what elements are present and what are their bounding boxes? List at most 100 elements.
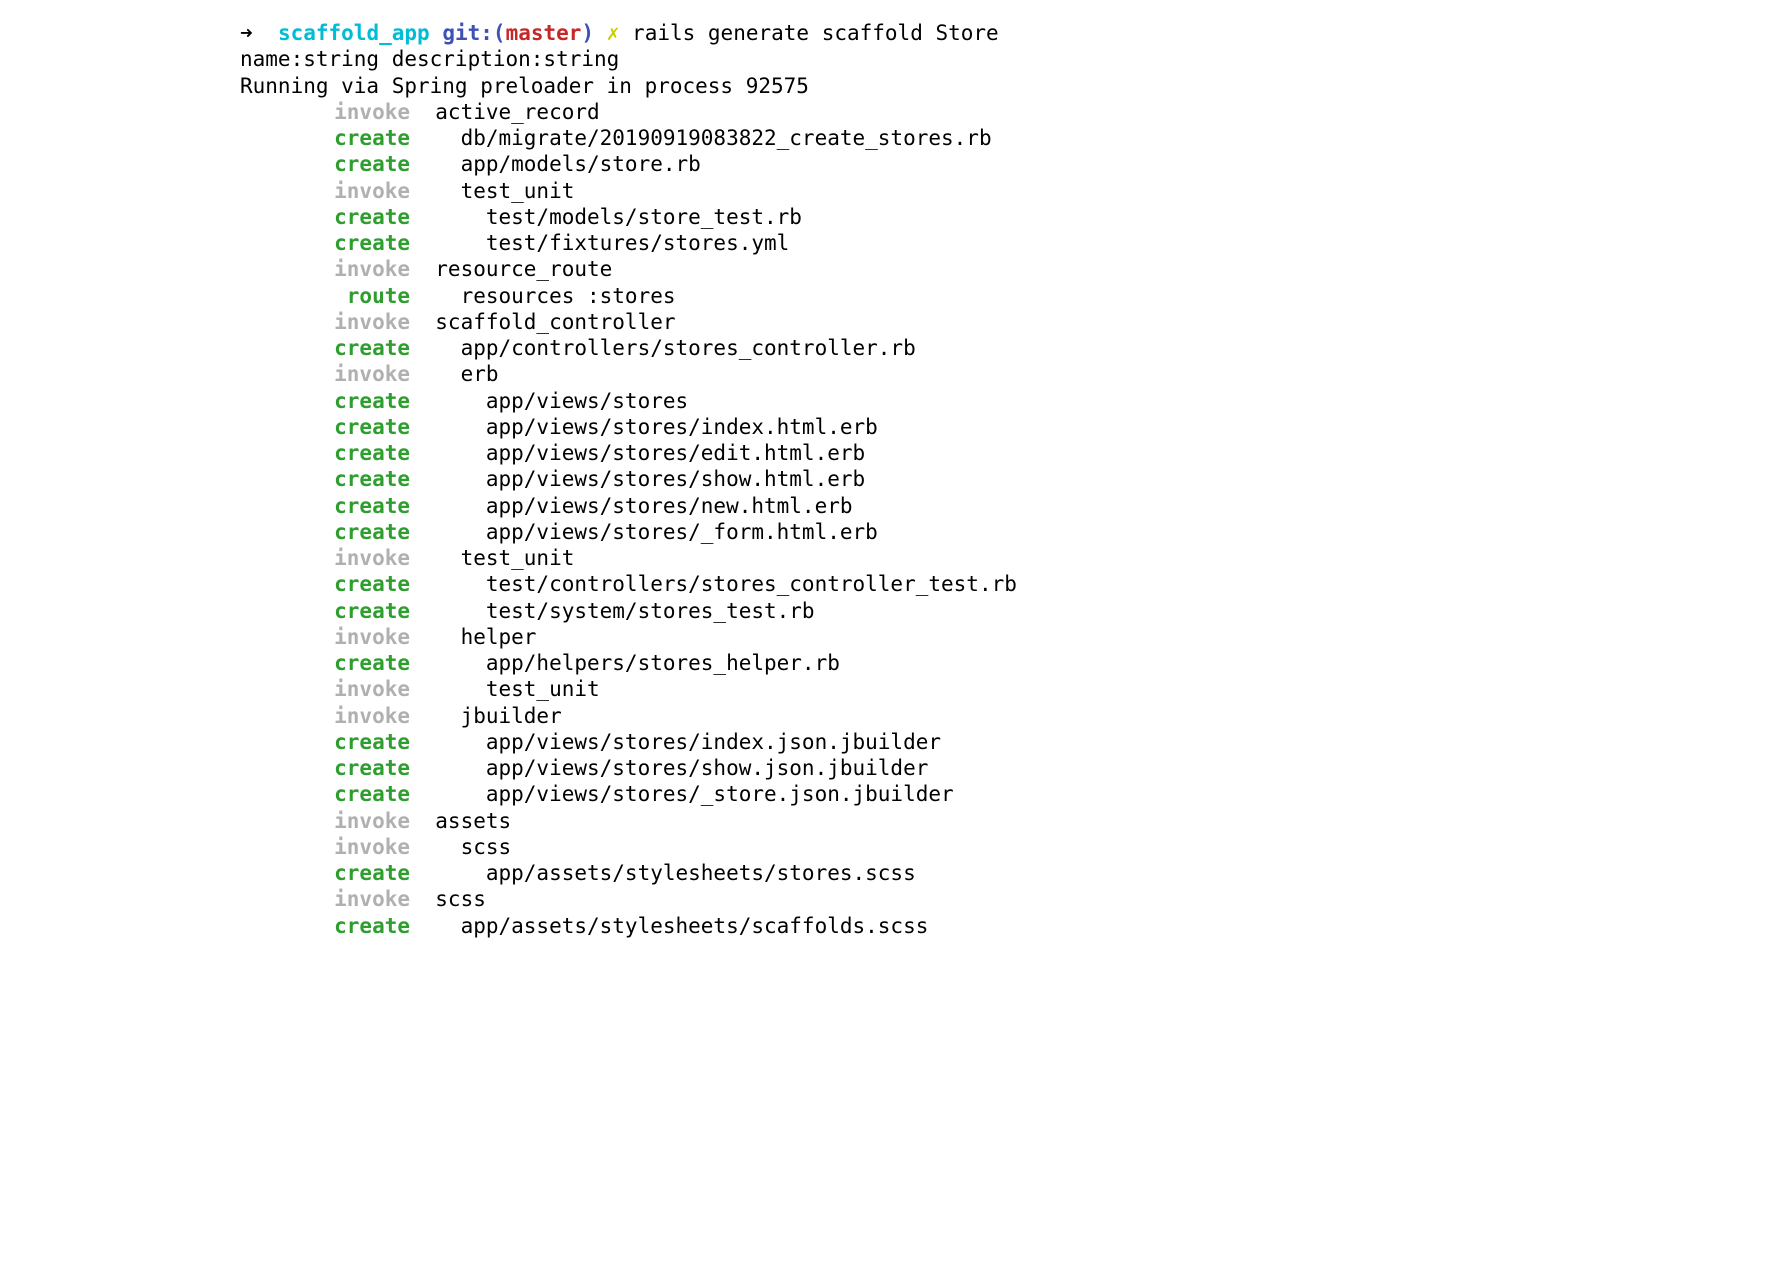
output-path: erb <box>410 362 499 386</box>
output-path: app/views/stores/show.json.jbuilder <box>410 756 928 780</box>
invoke-action: invoke <box>240 361 410 387</box>
output-line: create app/views/stores/index.html.erb <box>240 414 1786 440</box>
output-path: app/views/stores <box>410 389 688 413</box>
running-line: Running via Spring preloader in process … <box>240 73 1786 99</box>
output-line: create app/assets/stylesheets/stores.scs… <box>240 860 1786 886</box>
output-path: test/controllers/stores_controller_test.… <box>410 572 1017 596</box>
create-action: create <box>240 493 410 519</box>
command-continuation: name:string description:string <box>240 46 1786 72</box>
create-action: create <box>240 598 410 624</box>
git-branch: master <box>506 21 582 45</box>
output-line: create app/views/stores/new.html.erb <box>240 493 1786 519</box>
output-path: resource_route <box>410 257 612 281</box>
route-action: route <box>240 283 410 309</box>
app-name: scaffold_app <box>278 21 430 45</box>
output-path: app/views/stores/index.html.erb <box>410 415 878 439</box>
output-path: app/assets/stylesheets/scaffolds.scss <box>410 914 928 938</box>
output-line: invoke helper <box>240 624 1786 650</box>
create-action: create <box>240 781 410 807</box>
invoke-action: invoke <box>240 178 410 204</box>
create-action: create <box>240 440 410 466</box>
output-line: create db/migrate/20190919083822_create_… <box>240 125 1786 151</box>
terminal-output: ➜ scaffold_app git:(master) ✗ rails gene… <box>240 20 1786 939</box>
output-line: invoke active_record <box>240 99 1786 125</box>
output-path: app/assets/stylesheets/stores.scss <box>410 861 916 885</box>
output-line: create app/views/stores/show.json.jbuild… <box>240 755 1786 781</box>
prompt-arrow: ➜ <box>240 21 253 45</box>
generator-output: invoke active_recordcreate db/migrate/20… <box>240 99 1786 939</box>
create-action: create <box>240 571 410 597</box>
output-path: db/migrate/20190919083822_create_stores.… <box>410 126 992 150</box>
output-path: scaffold_controller <box>410 310 676 334</box>
create-action: create <box>240 755 410 781</box>
command-text: rails generate scaffold Store <box>632 21 999 45</box>
output-path: app/views/stores/_store.json.jbuilder <box>410 782 954 806</box>
invoke-action: invoke <box>240 256 410 282</box>
paren-close: ) <box>581 21 594 45</box>
output-line: create app/helpers/stores_helper.rb <box>240 650 1786 676</box>
output-path: test/fixtures/stores.yml <box>410 231 789 255</box>
invoke-action: invoke <box>240 834 410 860</box>
invoke-action: invoke <box>240 808 410 834</box>
output-line: create app/models/store.rb <box>240 151 1786 177</box>
output-path: scss <box>410 887 486 911</box>
output-path: app/views/stores/index.json.jbuilder <box>410 730 941 754</box>
prompt-line: ➜ scaffold_app git:(master) ✗ rails gene… <box>240 20 1786 46</box>
output-line: create app/views/stores/edit.html.erb <box>240 440 1786 466</box>
create-action: create <box>240 151 410 177</box>
output-path: assets <box>410 809 511 833</box>
output-path: app/views/stores/edit.html.erb <box>410 441 865 465</box>
output-line: create app/assets/stylesheets/scaffolds.… <box>240 913 1786 939</box>
output-line: create test/controllers/stores_controlle… <box>240 571 1786 597</box>
output-path: resources :stores <box>410 284 676 308</box>
git-label: git: <box>442 21 493 45</box>
output-path: test_unit <box>410 179 574 203</box>
invoke-action: invoke <box>240 99 410 125</box>
output-line: create app/views/stores/_form.html.erb <box>240 519 1786 545</box>
create-action: create <box>240 650 410 676</box>
output-line: create app/views/stores <box>240 388 1786 414</box>
invoke-action: invoke <box>240 886 410 912</box>
output-path: test_unit <box>410 677 600 701</box>
output-path: app/models/store.rb <box>410 152 701 176</box>
output-path: active_record <box>410 100 600 124</box>
output-line: invoke test_unit <box>240 545 1786 571</box>
output-path: app/helpers/stores_helper.rb <box>410 651 840 675</box>
output-path: test/models/store_test.rb <box>410 205 802 229</box>
create-action: create <box>240 335 410 361</box>
output-line: invoke scss <box>240 886 1786 912</box>
invoke-action: invoke <box>240 676 410 702</box>
output-line: create app/controllers/stores_controller… <box>240 335 1786 361</box>
create-action: create <box>240 204 410 230</box>
output-path: app/views/stores/show.html.erb <box>410 467 865 491</box>
output-line: create app/views/stores/show.html.erb <box>240 466 1786 492</box>
output-line: invoke jbuilder <box>240 703 1786 729</box>
invoke-action: invoke <box>240 703 410 729</box>
output-line: invoke scss <box>240 834 1786 860</box>
output-path: helper <box>410 625 536 649</box>
output-path: scss <box>410 835 511 859</box>
create-action: create <box>240 913 410 939</box>
paren-open: ( <box>493 21 506 45</box>
git-dirty-mark: ✗ <box>607 21 620 45</box>
output-path: app/views/stores/_form.html.erb <box>410 520 878 544</box>
output-line: create test/fixtures/stores.yml <box>240 230 1786 256</box>
create-action: create <box>240 466 410 492</box>
output-line: invoke erb <box>240 361 1786 387</box>
output-line: invoke resource_route <box>240 256 1786 282</box>
output-line: invoke test_unit <box>240 178 1786 204</box>
output-line: create test/models/store_test.rb <box>240 204 1786 230</box>
create-action: create <box>240 414 410 440</box>
create-action: create <box>240 388 410 414</box>
output-line: create app/views/stores/index.json.jbuil… <box>240 729 1786 755</box>
output-line: invoke scaffold_controller <box>240 309 1786 335</box>
output-line: invoke assets <box>240 808 1786 834</box>
output-path: app/controllers/stores_controller.rb <box>410 336 916 360</box>
output-path: jbuilder <box>410 704 562 728</box>
output-path: app/views/stores/new.html.erb <box>410 494 853 518</box>
output-path: test_unit <box>410 546 574 570</box>
output-line: create test/system/stores_test.rb <box>240 598 1786 624</box>
create-action: create <box>240 860 410 886</box>
invoke-action: invoke <box>240 309 410 335</box>
output-line: create app/views/stores/_store.json.jbui… <box>240 781 1786 807</box>
